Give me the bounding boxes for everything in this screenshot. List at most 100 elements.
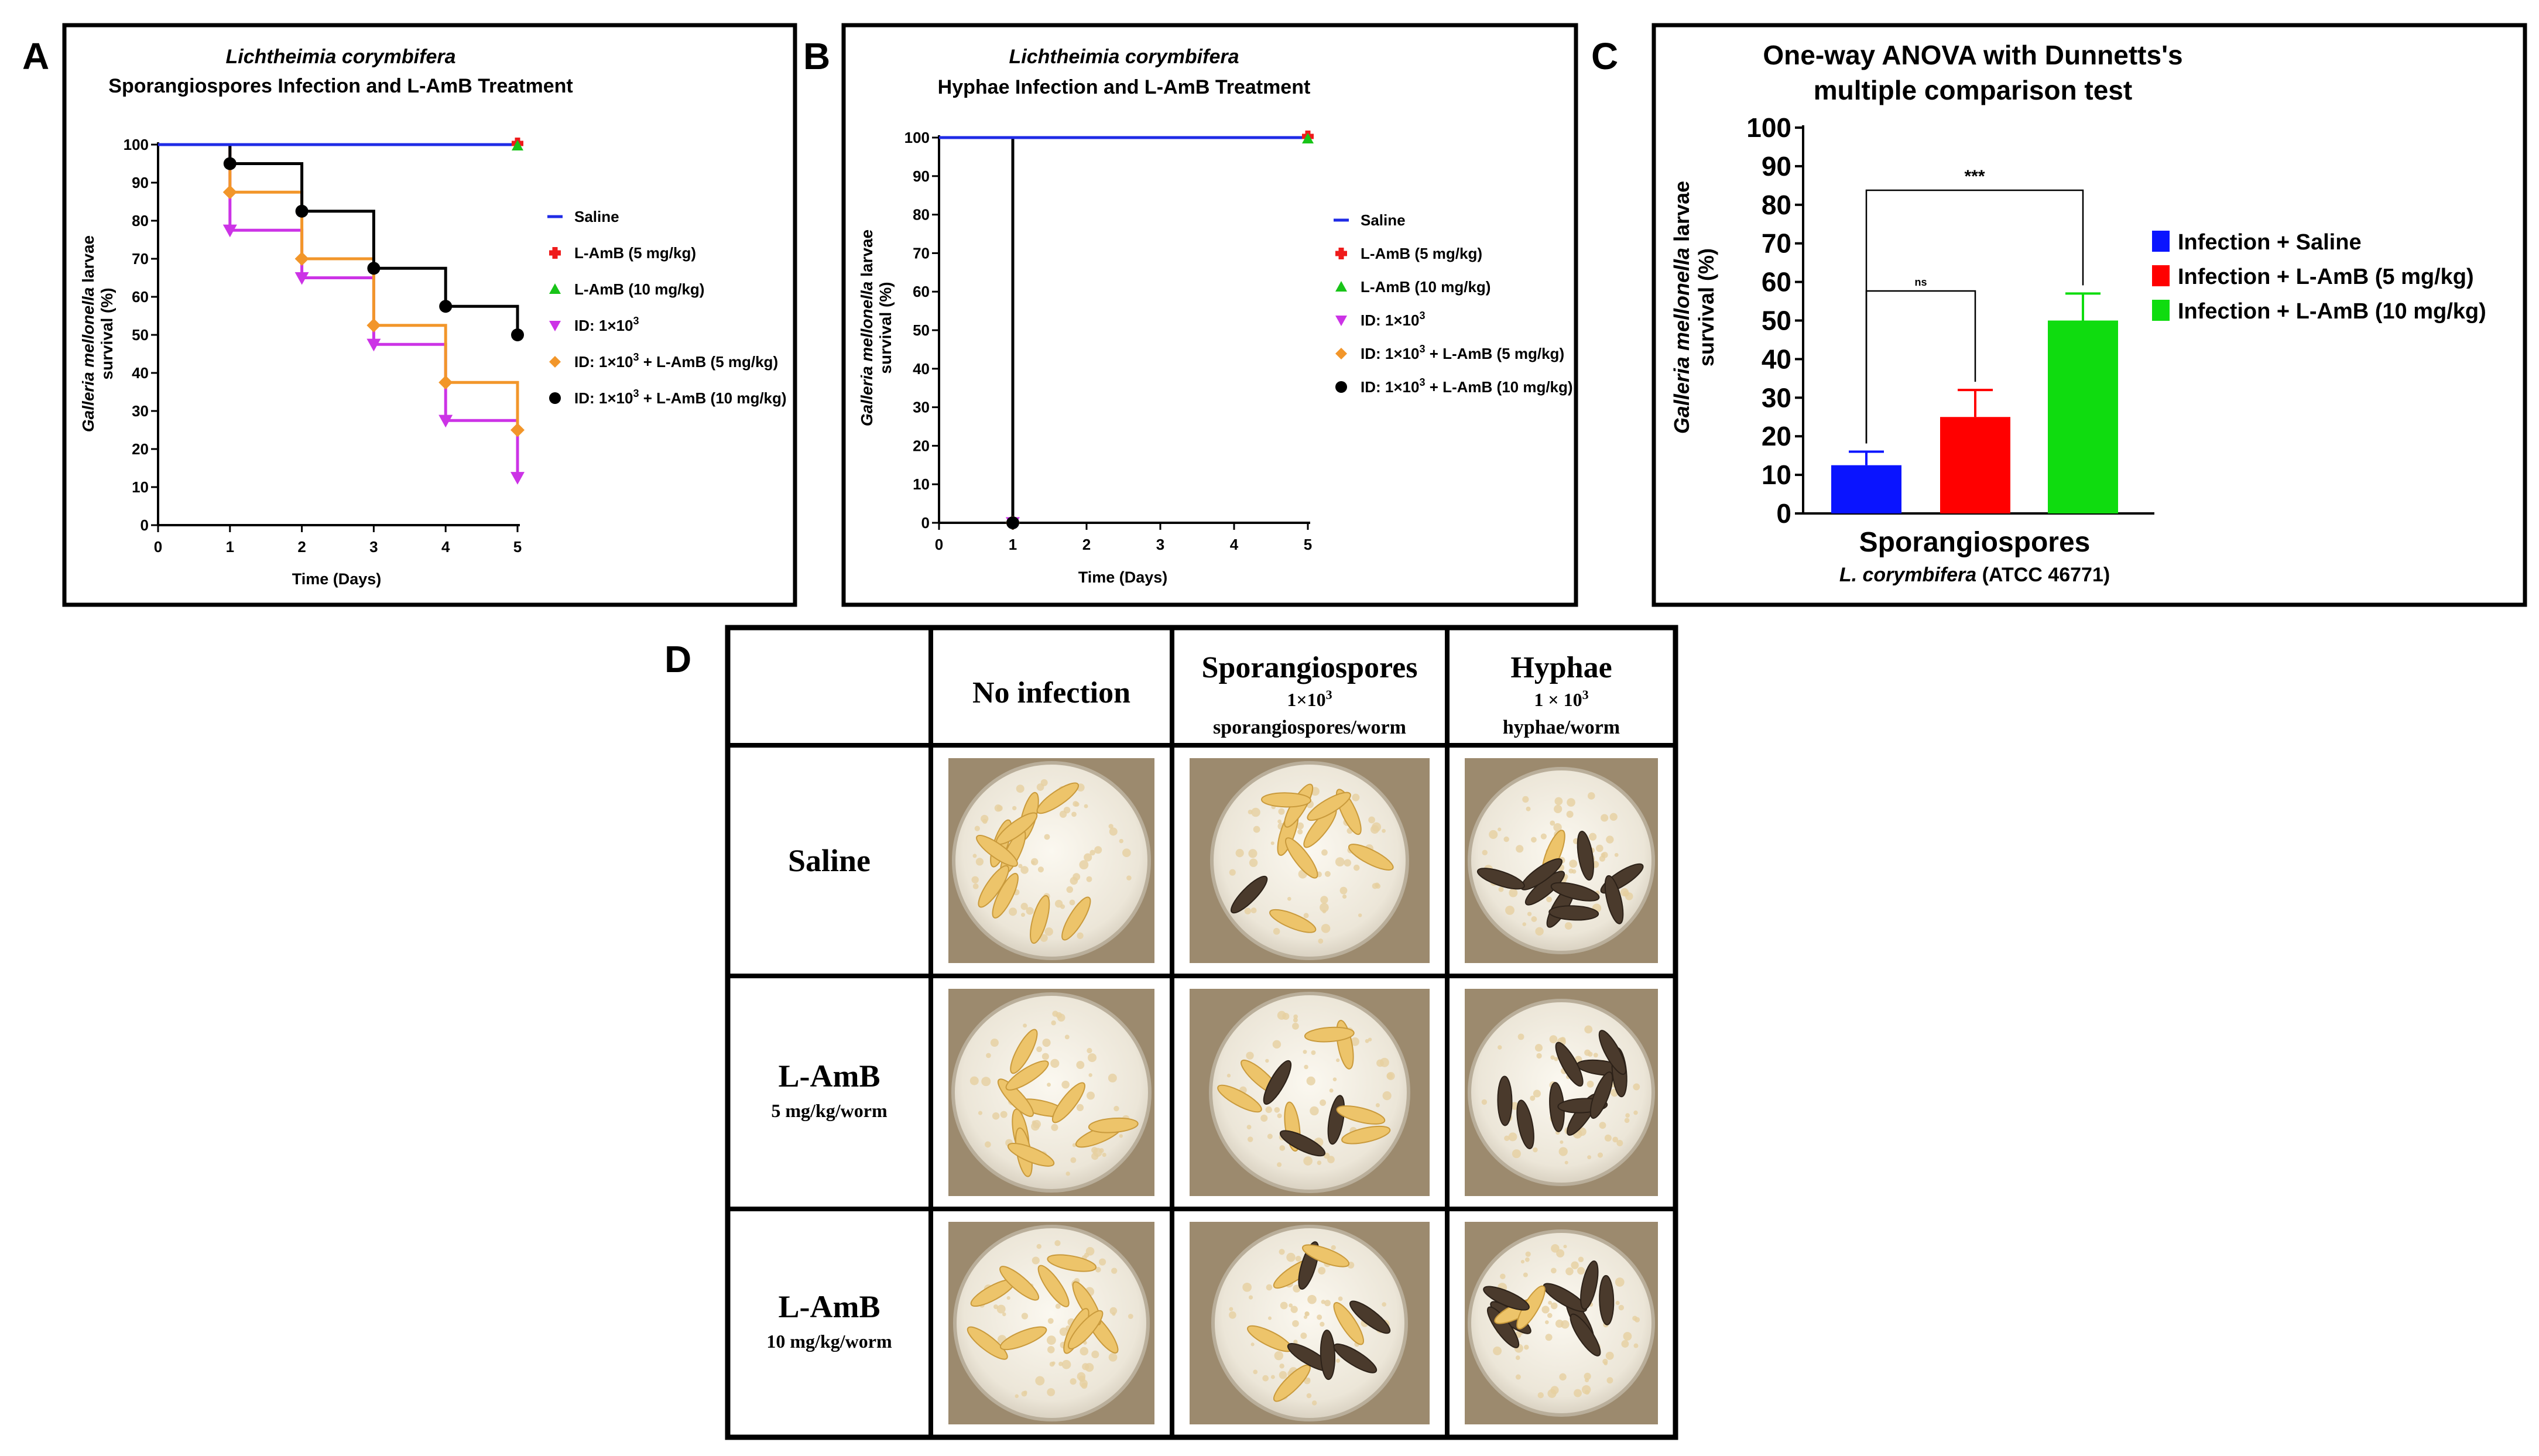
bedding-speck xyxy=(1002,1312,1006,1317)
y-tick-label: 50 xyxy=(1762,306,1791,336)
bedding-speck xyxy=(1074,801,1080,807)
bedding-speck xyxy=(1040,934,1048,942)
larva xyxy=(1307,792,1351,821)
y-tick-label: 100 xyxy=(124,136,149,153)
bedding-speck xyxy=(1267,1133,1273,1139)
bedding-speck xyxy=(1108,1352,1118,1362)
legend-label: Infection + L-AmB (5 mg/kg) xyxy=(2178,265,2474,289)
bedding-speck xyxy=(1531,837,1537,843)
panel-b: B Lichtheimia corymbifera Hyphae Infecti… xyxy=(803,23,1578,607)
bedding-speck xyxy=(1504,1135,1510,1142)
bedding-speck xyxy=(1352,793,1360,801)
y-tick-label: 50 xyxy=(132,326,149,344)
y-tick-label: 80 xyxy=(1762,190,1791,220)
few-dark-larvae-dish xyxy=(1190,989,1430,1196)
chart-a-ylabel-line1: Galleria mellonella larvae xyxy=(79,235,97,432)
bedding-speck xyxy=(1606,835,1614,844)
larva xyxy=(967,1326,1008,1360)
bedding-speck xyxy=(1623,1332,1632,1341)
bedding-speck xyxy=(1587,792,1595,800)
dark-larvae-dish xyxy=(1465,1222,1658,1424)
larva xyxy=(1036,782,1080,814)
bedding-speck xyxy=(1551,1244,1560,1253)
larva xyxy=(1285,837,1318,879)
bedding-speck xyxy=(1526,806,1531,811)
bedding-speck xyxy=(1289,1303,1293,1308)
bedding-speck xyxy=(1306,1393,1312,1399)
petri-dish xyxy=(1211,1225,1408,1421)
few-dark-larvae-dish xyxy=(1190,758,1430,963)
bedding-speck xyxy=(1266,1284,1273,1291)
x-tick-label: 4 xyxy=(441,538,450,556)
bedding-speck xyxy=(1076,1061,1085,1069)
y-tick-label: 50 xyxy=(913,321,930,339)
bedding-speck xyxy=(1615,1300,1620,1306)
bedding-speck xyxy=(1614,852,1619,857)
data-point xyxy=(1302,133,1314,143)
bedding-speck xyxy=(1082,1363,1089,1371)
larva xyxy=(1516,1099,1534,1149)
bedding-speck xyxy=(1564,922,1572,930)
larva xyxy=(1320,1330,1336,1380)
bedding-speck xyxy=(1303,1156,1313,1166)
chart-c-title-line1: One-way ANOVA with Dunnetts's xyxy=(1763,40,2182,70)
bedding-speck xyxy=(1534,1044,1543,1052)
bedding-speck xyxy=(1279,1371,1287,1379)
data-point xyxy=(510,472,525,485)
larva xyxy=(1543,1283,1587,1313)
bedding-speck xyxy=(1498,827,1502,831)
chart-a-ylabel-line2: survival (%) xyxy=(98,287,116,379)
bedding-speck xyxy=(1335,1358,1341,1363)
data-point xyxy=(438,375,453,390)
bedding-speck xyxy=(1375,883,1381,889)
bedding-speck xyxy=(1612,1136,1619,1143)
bedding-speck xyxy=(1229,869,1236,876)
legend-label: Saline xyxy=(1361,211,1406,229)
y-tick-label: 60 xyxy=(1762,267,1791,297)
bedding-speck xyxy=(1280,1301,1288,1310)
bedding-speck xyxy=(1565,1267,1574,1276)
chart-a-subtitle: Sporangiospores Infection and L-AmB Trea… xyxy=(108,75,573,97)
bedding-speck xyxy=(1113,1105,1119,1112)
bar-1 xyxy=(1831,465,1901,513)
bedding-speck xyxy=(1311,1050,1316,1055)
bedding-speck xyxy=(1099,1258,1106,1266)
bedding-speck xyxy=(1602,1358,1608,1365)
larva xyxy=(1051,1082,1085,1123)
bedding-speck xyxy=(1242,1282,1252,1292)
bedding-speck xyxy=(1274,1106,1280,1113)
data-point xyxy=(294,252,309,266)
bedding-speck xyxy=(1047,1318,1054,1324)
bedding-speck xyxy=(1574,1389,1582,1397)
bedding-speck xyxy=(1541,1306,1550,1314)
bedding-speck xyxy=(1624,1118,1630,1123)
larva xyxy=(1030,895,1050,944)
bedding-speck xyxy=(1558,1147,1568,1156)
bedding-speck xyxy=(1520,1259,1525,1264)
bedding-speck xyxy=(1292,1320,1299,1327)
bedding-speck xyxy=(1560,1140,1564,1144)
bedding-speck xyxy=(1596,844,1603,852)
bedding-speck xyxy=(1282,1012,1290,1020)
bedding-speck xyxy=(1554,804,1563,813)
bedding-speck xyxy=(1559,1373,1567,1381)
bedding-speck xyxy=(1037,866,1044,873)
bedding-speck xyxy=(1044,834,1050,840)
column-unit: sporangiospores/worm xyxy=(1213,717,1406,738)
bedding-speck xyxy=(1509,888,1518,897)
bedding-speck xyxy=(1292,1022,1299,1030)
bedding-speck xyxy=(1332,1077,1337,1081)
bedding-speck xyxy=(1523,1272,1528,1277)
bedding-speck xyxy=(1318,1267,1326,1275)
bedding-speck xyxy=(1303,1315,1308,1319)
data-point xyxy=(222,185,237,200)
bedding-speck xyxy=(1498,886,1504,892)
x-tick-label: 3 xyxy=(1156,536,1164,553)
bedding-speck xyxy=(1540,833,1547,840)
bedding-speck xyxy=(1351,1037,1359,1046)
bedding-speck xyxy=(1563,1245,1567,1249)
bedding-speck xyxy=(1071,811,1077,817)
bedding-speck xyxy=(1109,827,1118,836)
legend-label: L-AmB (5 mg/kg) xyxy=(1361,245,1482,262)
